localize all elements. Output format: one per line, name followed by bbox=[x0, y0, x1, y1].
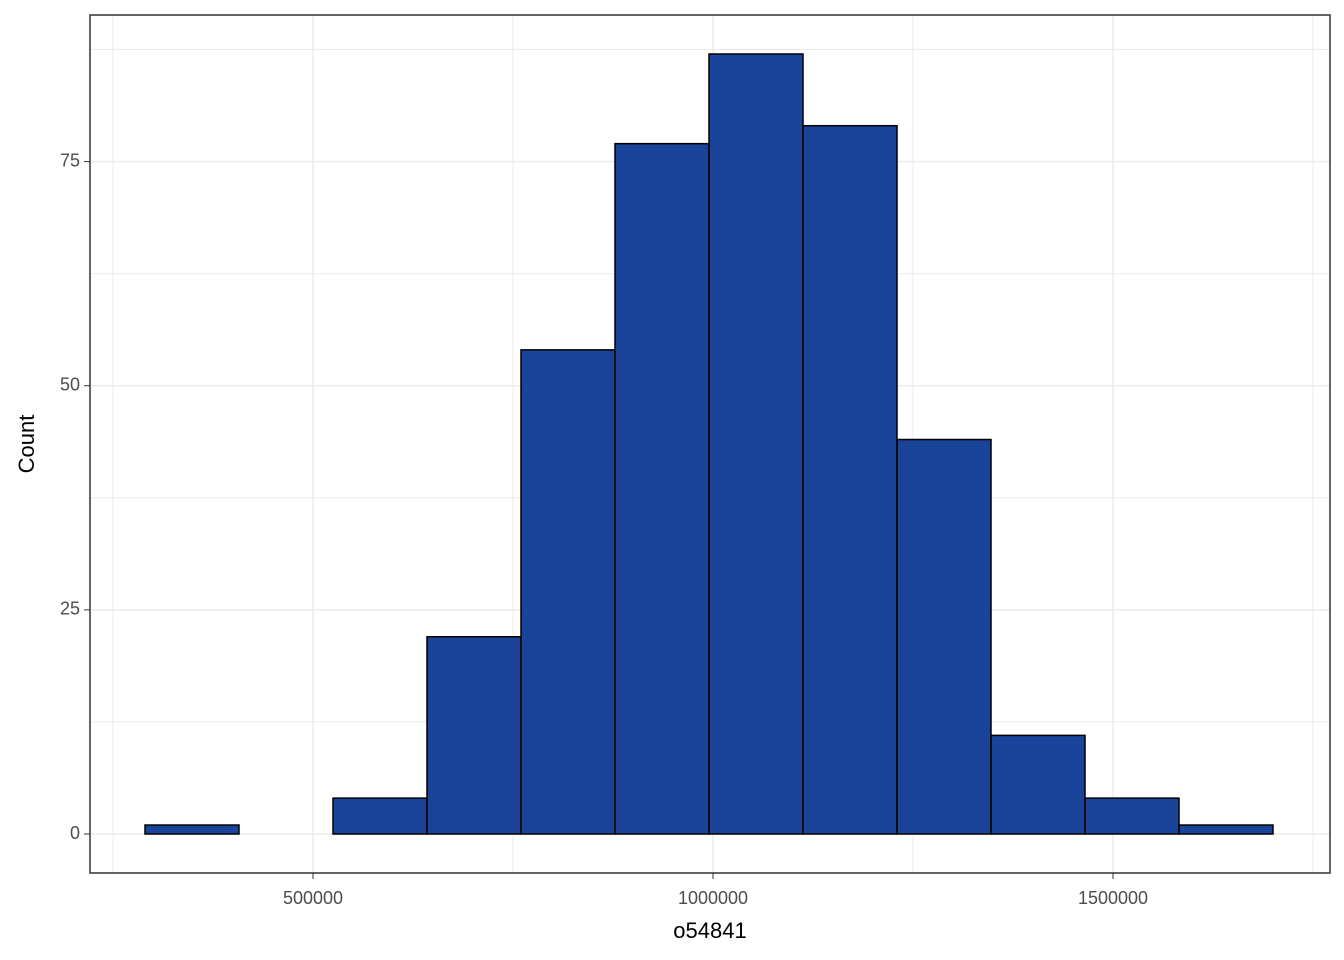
bar bbox=[708, 53, 804, 835]
bar bbox=[802, 124, 898, 835]
x-tick-label: 1500000 bbox=[1078, 888, 1148, 908]
x-tick-label: 500000 bbox=[283, 888, 343, 908]
x-tick-label: 1000000 bbox=[678, 888, 748, 908]
bar bbox=[614, 142, 710, 835]
bar bbox=[520, 349, 616, 835]
y-tick-label: 75 bbox=[60, 150, 80, 170]
y-tick-label: 25 bbox=[60, 599, 80, 619]
bar bbox=[144, 824, 240, 835]
y-tick-label: 0 bbox=[70, 823, 80, 843]
bar bbox=[1178, 824, 1274, 835]
bar bbox=[1084, 797, 1180, 835]
bar bbox=[896, 438, 992, 835]
y-tick-label: 50 bbox=[60, 374, 80, 394]
bar bbox=[426, 636, 522, 835]
bar bbox=[332, 797, 428, 835]
plot-border bbox=[89, 14, 1331, 874]
y-axis-title: Count bbox=[14, 415, 39, 474]
x-axis-title: o54841 bbox=[673, 918, 746, 943]
bar bbox=[990, 734, 1086, 835]
